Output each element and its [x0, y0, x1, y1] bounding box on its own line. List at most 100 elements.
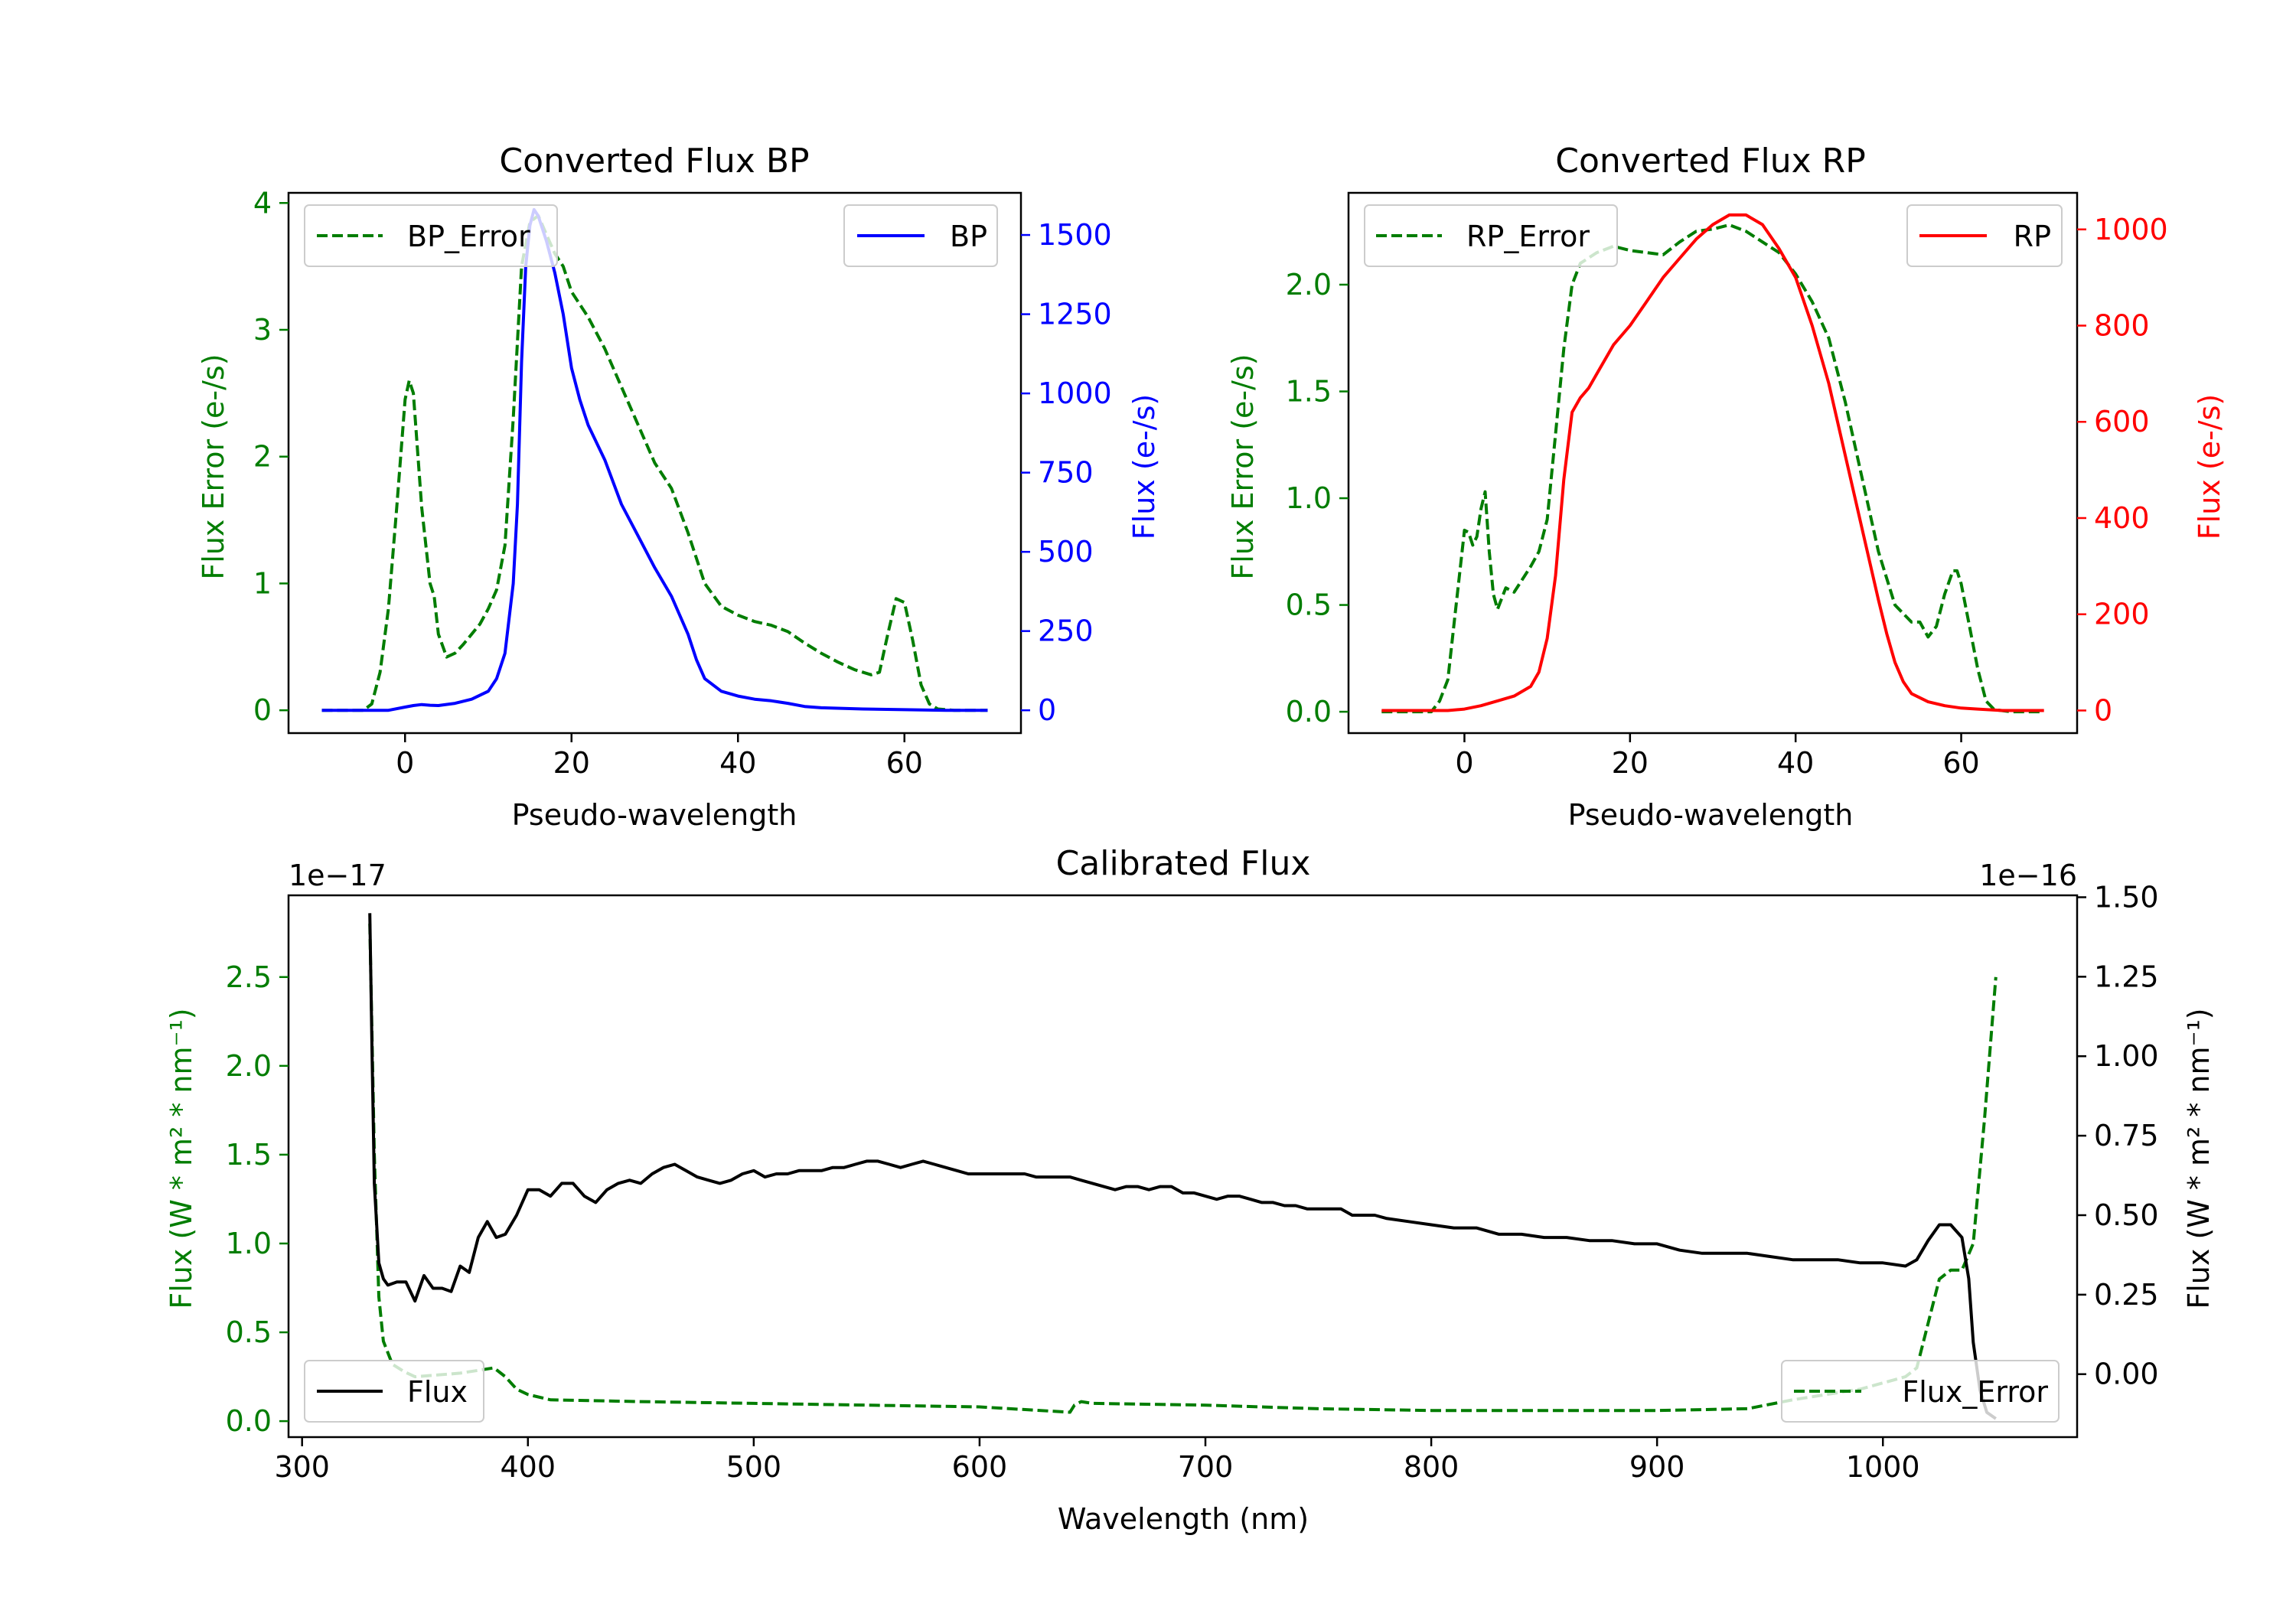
cal-right-tick-label: 1.25: [2094, 960, 2159, 993]
bp-flux-line: [321, 207, 988, 712]
bp-right-tick-label: 1250: [1038, 298, 1112, 331]
cal-title: Calibrated Flux: [1056, 844, 1311, 883]
bp-right-tick-label: 750: [1038, 456, 1094, 490]
bp-error-line: [321, 214, 988, 712]
bp-right-tick-label: 250: [1038, 614, 1094, 648]
rp-left-tick-label: 1.5: [1286, 375, 1332, 409]
cal-left-offset: 1e−17: [289, 859, 386, 892]
bp-right-tick-label: 1500: [1038, 218, 1112, 252]
rp-x-tick-label: 20: [1612, 746, 1649, 780]
bp-legend-error-label: BP_Error: [407, 220, 530, 253]
rp-x-axis: 0 20 40 60: [1455, 733, 1980, 780]
bp-legend-flux-label: BP: [950, 220, 987, 253]
bp-plot-frame: [287, 191, 1022, 735]
cal-x-tick-label: 400: [501, 1450, 556, 1484]
rp-right-tick-label: 600: [2094, 405, 2150, 438]
rp-panel: Converted Flux RP 0 20 40 60 0.0 0.5 1.0 1.5 2.…: [1226, 142, 2226, 832]
cal-x-tick-label: 700: [1178, 1450, 1234, 1484]
cal-left-tick-label: 1.0: [226, 1227, 272, 1260]
rp-legend-left-box: [1364, 204, 1618, 267]
bp-x-axis: 0 20 40 60: [396, 733, 923, 780]
bp-left-tick-label: 2: [253, 440, 272, 474]
rp-legend-left: RP_Error: [1364, 204, 1618, 267]
bp-right-y-label: Flux (e-/s): [1127, 394, 1161, 539]
rp-right-tick-label: 200: [2094, 598, 2150, 631]
cal-left-axis: 0.0 0.5 1.0 1.5 2.0 2.5: [226, 960, 289, 1438]
rp-flux-line: [1381, 213, 2044, 712]
cal-right-tick-label: 0.50: [2094, 1198, 2159, 1232]
rp-x-tick-label: 40: [1777, 746, 1814, 780]
bp-left-tick-label: 3: [253, 313, 272, 347]
cal-right-tick-label: 0.25: [2094, 1278, 2159, 1312]
bp-left-tick-label: 1: [253, 566, 272, 600]
cal-left-tick-label: 2.0: [226, 1049, 272, 1083]
cal-right-tick-label: 1.50: [2094, 880, 2159, 914]
cal-legend-right-box: [1781, 1360, 2060, 1423]
bp-left-tick-label: 4: [253, 186, 272, 220]
cal-left-tick-label: 1.5: [226, 1138, 272, 1172]
cal-right-tick-label: 0.75: [2094, 1119, 2159, 1152]
bp-right-tick-label: 0: [1038, 693, 1056, 727]
bp-x-tick-label: 60: [886, 746, 923, 780]
cal-legend-left: Flux: [304, 1360, 484, 1423]
rp-error-line: [1381, 223, 2044, 714]
rp-right-tick-label: 0: [2094, 693, 2112, 727]
rp-left-tick-label: 1.0: [1286, 481, 1332, 515]
bp-x-tick-label: 20: [553, 746, 590, 780]
cal-x-tick-label: 800: [1404, 1450, 1459, 1484]
rp-x-tick-label: 60: [1942, 746, 1979, 780]
bp-series-group: [321, 207, 988, 712]
rp-legend-right: RP: [1906, 204, 2063, 267]
cal-left-tick-label: 0.5: [226, 1315, 272, 1349]
bp-title: Converted Flux BP: [499, 142, 809, 181]
cal-x-tick-label: 900: [1629, 1450, 1685, 1484]
cal-x-tick-label: 600: [952, 1450, 1008, 1484]
cal-plot-frame: [287, 894, 2079, 1439]
rp-right-y-label: Flux (e-/s): [2193, 394, 2226, 539]
bp-x-tick-label: 0: [396, 746, 414, 780]
rp-x-tick-label: 0: [1455, 746, 1473, 780]
rp-right-tick-label: 800: [2094, 309, 2150, 343]
cal-legend-right: Flux_Error: [1781, 1360, 2060, 1423]
bp-panel: Converted Flux BP 0 20 40 60 0 1 2 3 4 0 250 500 7…: [197, 142, 1161, 832]
bp-left-tick-label: 0: [253, 693, 272, 727]
bp-right-tick-label: 1000: [1038, 376, 1112, 410]
rp-right-tick-label: 400: [2094, 501, 2150, 535]
cal-flux-line: [368, 913, 1997, 1420]
rp-title: Converted Flux RP: [1555, 142, 1866, 181]
cal-right-y-label: Flux (W * m² * nm⁻¹): [2182, 1008, 2216, 1309]
rp-right-axis: 0 200 400 600 800 1000: [2077, 213, 2168, 727]
cal-x-label: Wavelength (nm): [1058, 1502, 1309, 1536]
bp-legend-left: BP_Error: [304, 204, 558, 267]
bp-right-axis: 0 250 500 750 1000 1250 1500: [1021, 218, 1112, 727]
cal-left-tick-label: 0.0: [226, 1404, 272, 1438]
cal-x-tick-label: 300: [274, 1450, 330, 1484]
rp-legend-flux-label: RP: [2014, 220, 2051, 253]
cal-legend-error-label: Flux_Error: [1902, 1375, 2048, 1409]
rp-plot-frame: [1347, 191, 2079, 735]
bp-x-label: Pseudo-wavelength: [512, 798, 797, 832]
cal-right-tick-label: 1.00: [2094, 1039, 2159, 1073]
bp-left-axis: 0 1 2 3 4: [253, 186, 289, 727]
cal-x-tick-label: 1000: [1846, 1450, 1920, 1484]
cal-right-tick-label: 0.00: [2094, 1358, 2159, 1391]
bp-right-tick-label: 500: [1038, 535, 1094, 569]
cal-left-y-label: Flux (W * m² * nm⁻¹): [165, 1008, 198, 1309]
cal-left-tick-label: 2.5: [226, 960, 272, 994]
rp-left-y-label: Flux Error (e-/s): [1226, 354, 1260, 579]
rp-left-tick-label: 0.5: [1286, 588, 1332, 622]
cal-x-tick-label: 500: [726, 1450, 782, 1484]
rp-right-tick-label: 1000: [2094, 213, 2168, 246]
bp-legend-right: BP: [843, 204, 998, 267]
cal-panel: Calibrated Flux 1e−17 1e−16 300 400 500 600…: [165, 844, 2216, 1536]
bp-legend-left-box: [304, 204, 558, 267]
rp-x-label: Pseudo-wavelength: [1568, 798, 1854, 832]
cal-right-axis: 0.00 0.25 0.50 0.75 1.00 1.25 1.50: [2077, 880, 2159, 1391]
cal-legend-left-box: [304, 1360, 484, 1423]
bp-left-y-label: Flux Error (e-/s): [197, 354, 230, 579]
rp-legend-error-label: RP_Error: [1466, 220, 1590, 253]
rp-left-tick-label: 2.0: [1286, 268, 1332, 302]
cal-legend-flux-label: Flux: [407, 1375, 468, 1409]
cal-x-axis: 300 400 500 600 700 800 900 1000: [274, 1437, 1920, 1484]
